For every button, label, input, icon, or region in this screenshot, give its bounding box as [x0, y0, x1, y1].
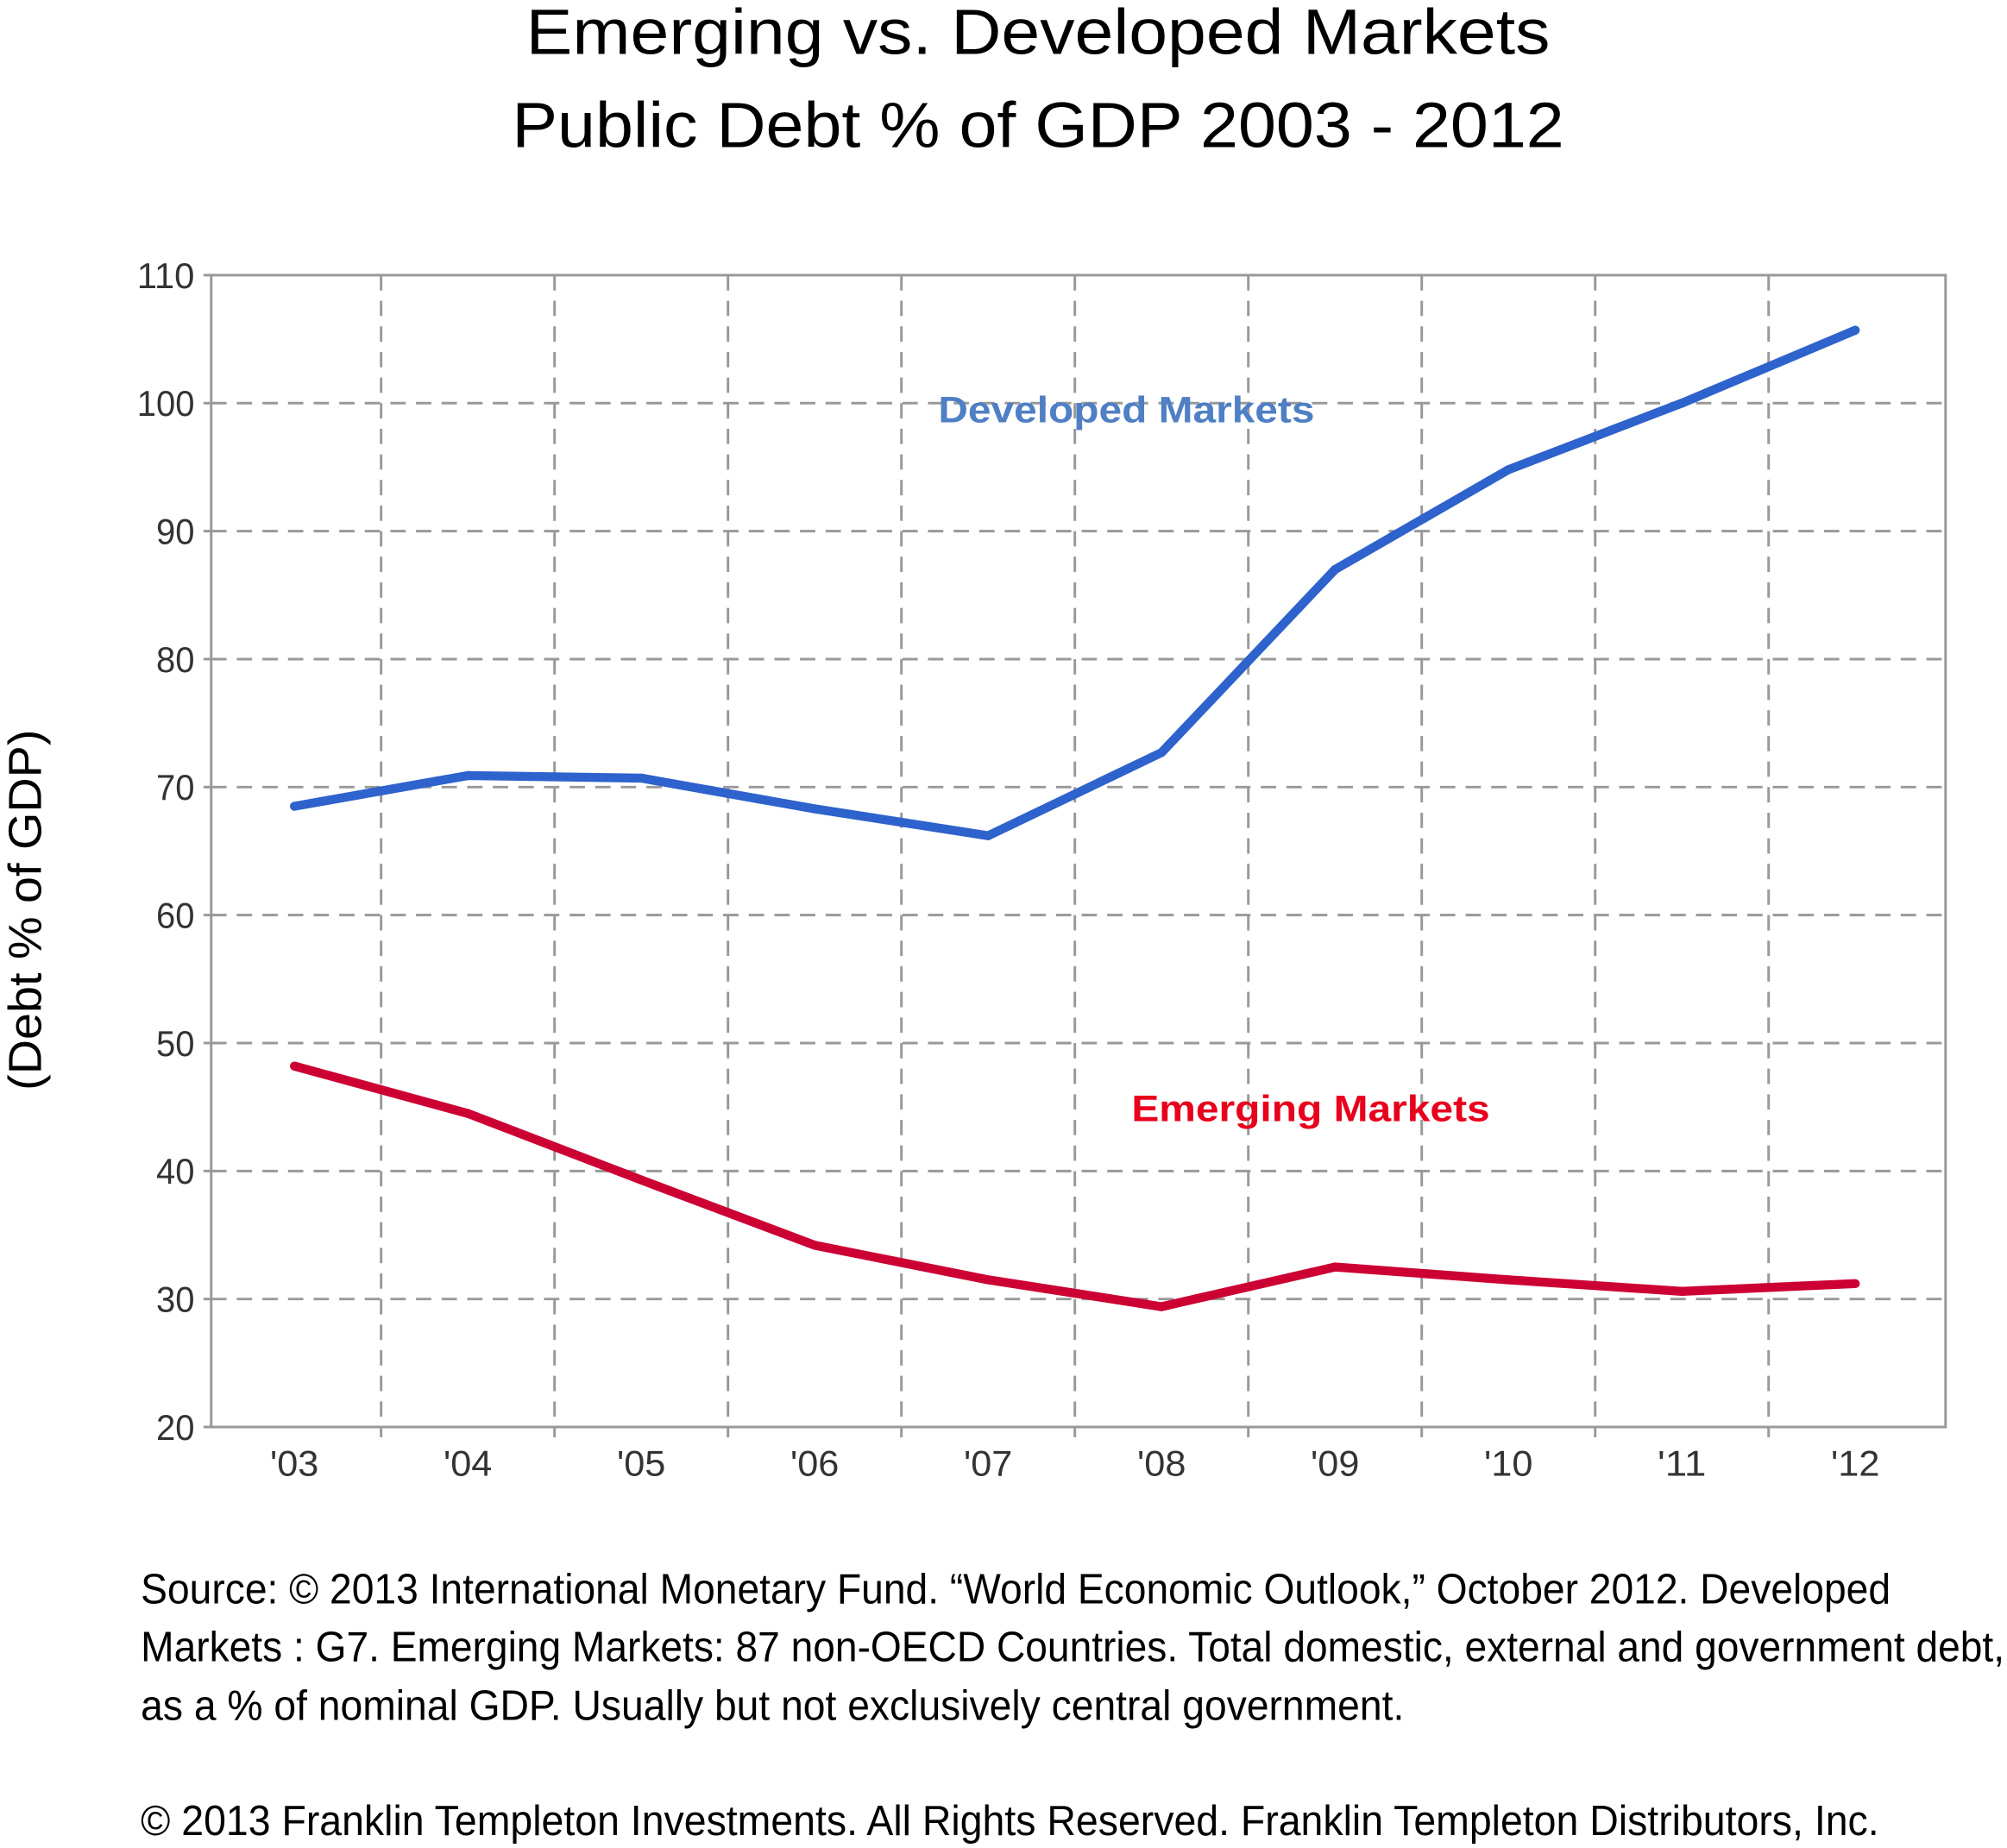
y-axis-label: (Debt % of GDP)	[0, 730, 51, 1091]
data-point	[289, 801, 299, 811]
data-point	[1851, 325, 1860, 335]
y-tick-label: 30	[156, 1279, 195, 1320]
x-tick-label: '03	[270, 1443, 318, 1483]
source-line: Source: © 2013 International Monetary Fu…	[141, 1567, 1891, 1613]
x-tick-label: '09	[1311, 1443, 1359, 1483]
data-point	[1157, 1302, 1167, 1311]
data-point	[637, 773, 646, 783]
x-tick-label: '08	[1137, 1443, 1186, 1483]
data-point	[984, 1275, 993, 1285]
y-tick-label: 50	[156, 1023, 195, 1064]
y-tick-label: 80	[156, 639, 195, 680]
data-point	[289, 1061, 299, 1071]
y-tick-label: 100	[137, 383, 195, 424]
x-tick-label: '05	[617, 1443, 665, 1483]
data-point	[1677, 399, 1687, 408]
data-point	[637, 1175, 646, 1185]
series-line-emerging	[293, 1061, 1856, 1311]
x-tick-label: '12	[1831, 1443, 1879, 1483]
data-point	[1504, 465, 1513, 475]
data-point	[1504, 1275, 1513, 1285]
y-tick-label: 70	[156, 767, 195, 808]
x-tick-label: '06	[790, 1443, 839, 1483]
source-line: as a % of nominal GDP. Usually but not e…	[141, 1683, 1404, 1730]
footer: Source: © 2013 International Monetary Fu…	[141, 1567, 2004, 1845]
series-group	[289, 325, 1860, 1311]
x-tick-label: '04	[444, 1443, 492, 1483]
chart-subtitle: Public Debt % of GDP 2003 - 2012	[512, 90, 1563, 161]
x-tick-label: '10	[1484, 1443, 1532, 1483]
grid	[211, 274, 1946, 1437]
x-tick-label: '07	[964, 1443, 1012, 1483]
series-label-emerging: Emerging Markets	[1131, 1088, 1489, 1129]
data-point	[1851, 1279, 1860, 1289]
data-point	[462, 770, 473, 781]
y-axis: 20 30 40 50 60 70 80 90 100 110	[137, 255, 211, 1448]
y-tick-label: 60	[156, 895, 195, 935]
data-point	[810, 1241, 820, 1250]
source-line: Markets : G7. Emerging Markets: 87 non-O…	[141, 1624, 2004, 1670]
y-tick-label: 110	[137, 255, 195, 296]
data-point	[1331, 1262, 1340, 1272]
x-axis: '03 '04 '05 '06 '07 '08 '09 '10 '11 '12	[270, 1443, 1879, 1483]
plot-frame	[210, 273, 1947, 1429]
y-tick-label: 90	[156, 511, 195, 551]
data-point	[984, 831, 993, 840]
y-tick-label: 20	[156, 1407, 195, 1448]
x-tick-label: '11	[1658, 1443, 1706, 1483]
data-point	[810, 804, 820, 814]
data-point	[1331, 564, 1340, 575]
data-point	[1677, 1286, 1687, 1296]
data-point	[1157, 748, 1167, 757]
data-point	[462, 1109, 473, 1118]
series-label-developed: Developed Markets	[938, 390, 1314, 431]
chart-title: Emerging vs. Developed Markets	[526, 0, 1551, 67]
series-line-developed	[293, 325, 1858, 840]
y-tick-label: 40	[156, 1151, 195, 1191]
copyright: © 2013 Franklin Templeton Investments. A…	[141, 1798, 1878, 1845]
